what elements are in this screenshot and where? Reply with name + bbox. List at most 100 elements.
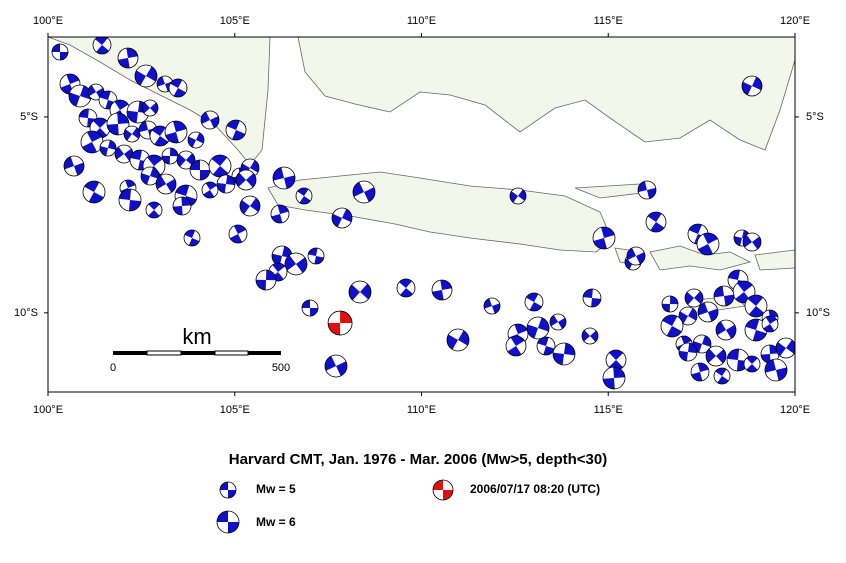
focal-mechanism bbox=[678, 342, 698, 362]
ball-outline bbox=[715, 319, 737, 341]
lon-label: 105°E bbox=[220, 15, 250, 27]
focal-mechanism bbox=[301, 299, 319, 317]
ball-outline bbox=[327, 310, 353, 336]
ball-quadrant bbox=[776, 367, 787, 381]
ball-quadrant bbox=[786, 339, 795, 354]
ball-quadrant bbox=[235, 172, 246, 187]
lon-label: 100°E bbox=[33, 404, 63, 416]
lat-label: 10°S bbox=[806, 307, 830, 319]
ball-quadrant bbox=[148, 210, 160, 218]
ball-quadrant bbox=[328, 323, 341, 336]
ball-outline bbox=[168, 78, 188, 98]
ball-quadrant bbox=[146, 66, 157, 82]
ball-quadrant bbox=[746, 356, 758, 364]
ball-quadrant bbox=[79, 109, 89, 118]
ball-quadrant bbox=[128, 200, 141, 211]
flores bbox=[754, 249, 795, 271]
legend-label: Mw = 5 bbox=[256, 482, 296, 496]
ball-outline bbox=[483, 297, 501, 315]
ball-quadrant bbox=[127, 110, 138, 123]
lat-label: 5°S bbox=[20, 111, 38, 123]
ball-quadrant bbox=[609, 350, 624, 360]
focal-mechanism bbox=[581, 327, 599, 345]
ball-quadrant bbox=[447, 334, 458, 350]
focal-mechanism bbox=[743, 355, 761, 373]
ball-quadrant bbox=[348, 284, 360, 301]
lon-label: 110°E bbox=[407, 15, 436, 27]
ball-quadrant bbox=[716, 349, 726, 364]
focal-mechanism bbox=[645, 211, 667, 233]
focal-mechanism bbox=[216, 174, 236, 194]
ball-quadrant bbox=[627, 247, 636, 260]
ball-quadrant bbox=[638, 181, 647, 193]
ball-quadrant bbox=[297, 188, 309, 196]
ball-quadrant bbox=[250, 197, 260, 212]
ball-quadrant bbox=[170, 148, 178, 157]
ball-quadrant bbox=[703, 233, 718, 244]
ball-quadrant bbox=[95, 37, 108, 45]
focal-mechanism bbox=[161, 147, 179, 165]
scale-bar: km bbox=[113, 324, 281, 356]
ball-quadrant bbox=[147, 155, 163, 166]
ball-outline bbox=[134, 64, 158, 88]
scale-unit: km bbox=[182, 324, 211, 349]
ball-outline bbox=[255, 269, 277, 291]
ball-quadrant bbox=[205, 182, 217, 190]
ball-quadrant bbox=[336, 361, 347, 376]
focal-mechanism bbox=[483, 297, 501, 315]
lon-label: 110°E bbox=[407, 404, 436, 416]
focal-mechanism bbox=[183, 229, 201, 247]
ball-quadrant bbox=[743, 234, 752, 248]
ball-quadrant bbox=[650, 222, 665, 232]
ball-outline bbox=[505, 335, 527, 357]
lon-label: 120°E bbox=[780, 15, 810, 27]
focal-mechanism bbox=[134, 64, 158, 88]
focal-mechanism bbox=[164, 120, 188, 144]
ball-quadrant bbox=[155, 175, 166, 190]
events bbox=[51, 37, 795, 390]
scale-segment bbox=[214, 350, 249, 356]
ball-outline bbox=[526, 316, 550, 340]
focal-mechanism bbox=[270, 204, 290, 224]
ball-quadrant bbox=[217, 511, 228, 522]
ball-outline bbox=[98, 90, 118, 110]
ball-quadrant bbox=[507, 346, 522, 356]
ball-quadrant bbox=[52, 44, 60, 52]
ball-quadrant bbox=[748, 306, 765, 317]
ball-outline bbox=[690, 362, 710, 382]
ball-quadrant bbox=[765, 315, 777, 324]
focal-mechanism bbox=[228, 224, 248, 244]
ball-quadrant bbox=[250, 160, 259, 173]
focal-mechanism bbox=[582, 288, 602, 308]
focal-mechanism bbox=[225, 119, 247, 141]
focal-mechanism bbox=[141, 99, 159, 117]
legend-label: Mw = 6 bbox=[256, 515, 296, 529]
focal-mechanism bbox=[761, 315, 779, 333]
ball-outline bbox=[678, 342, 698, 362]
ball-outline bbox=[645, 211, 667, 233]
ball-quadrant bbox=[688, 224, 702, 234]
ball-quadrant bbox=[139, 121, 148, 133]
focal-mechanism bbox=[348, 280, 372, 304]
ball-quadrant bbox=[734, 236, 742, 246]
focal-mechanism bbox=[775, 337, 795, 359]
ball-quadrant bbox=[763, 324, 775, 332]
focal-mechanism bbox=[168, 78, 188, 98]
ball-quadrant bbox=[296, 257, 308, 273]
legend: Mw = 5 Mw = 6 2006/07/17 08:20 (UTC) bbox=[216, 479, 600, 534]
ball-outline bbox=[307, 247, 325, 265]
ball-quadrant bbox=[440, 280, 452, 290]
ball-outline bbox=[82, 180, 106, 204]
ball-quadrant bbox=[714, 286, 724, 298]
ball-quadrant bbox=[190, 160, 200, 170]
focal-mechanism bbox=[63, 155, 85, 177]
ball-outline bbox=[216, 174, 236, 194]
ball-quadrant bbox=[151, 126, 166, 136]
ball-quadrant bbox=[761, 354, 771, 363]
ball-outline bbox=[164, 120, 188, 144]
ball-outline bbox=[118, 188, 142, 212]
focal-mechanism bbox=[678, 306, 698, 326]
ball-quadrant bbox=[173, 88, 186, 97]
ball-quadrant bbox=[662, 315, 678, 326]
scale-segment bbox=[146, 350, 182, 356]
